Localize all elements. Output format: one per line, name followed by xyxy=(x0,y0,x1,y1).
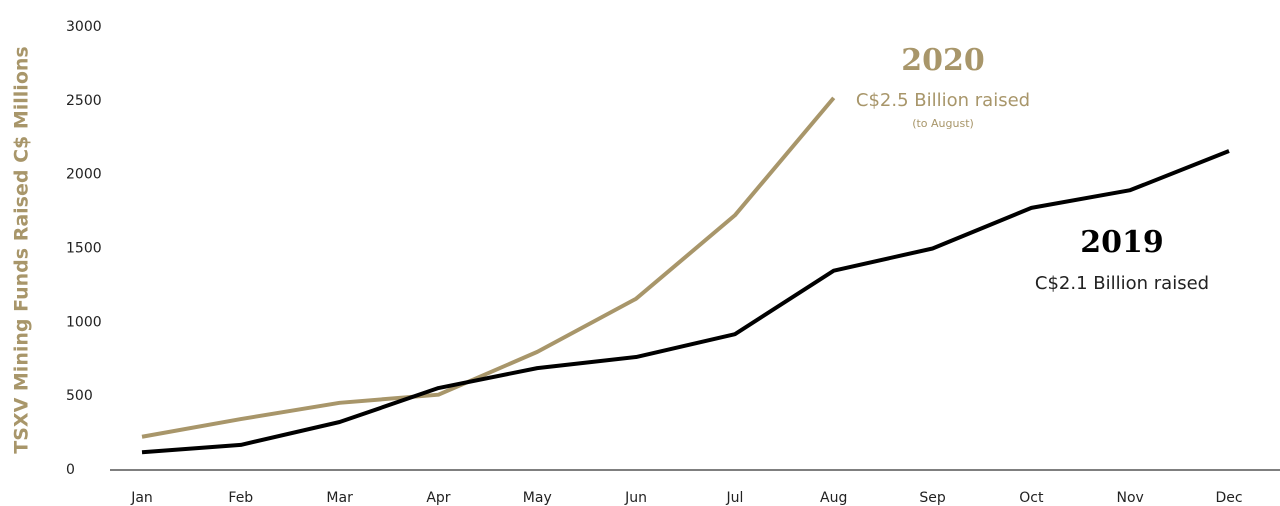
x-tick-label: Oct xyxy=(1019,490,1044,506)
x-tick-label: Jan xyxy=(130,490,153,506)
y-tick-label: 0 xyxy=(66,462,75,478)
series-line xyxy=(141,96,836,439)
series-label: 2019 xyxy=(1080,225,1164,260)
y-tick-label: 2000 xyxy=(66,167,102,183)
y-tick-label: 1000 xyxy=(66,314,102,330)
x-tick-label: Nov xyxy=(1117,490,1144,506)
x-tick-label: Dec xyxy=(1215,490,1242,506)
y-tick-label: 500 xyxy=(66,388,93,404)
annotation: C$2.5 Billion raised xyxy=(856,90,1030,111)
x-tick-label: Aug xyxy=(820,490,847,506)
y-tick-label: 1500 xyxy=(66,241,102,257)
y-tick-label: 2500 xyxy=(66,93,102,109)
series-line xyxy=(141,149,1230,455)
series-label: 2020 xyxy=(901,43,985,78)
annotation: (to August) xyxy=(912,117,974,130)
x-tick-label: Feb xyxy=(228,490,253,506)
x-tick-label: Mar xyxy=(326,490,353,506)
x-tick-label: Jul xyxy=(725,490,743,506)
x-tick-label: Apr xyxy=(426,490,450,506)
y-axis-label: TSXV Mining Funds Raised C$ Millions xyxy=(11,46,33,453)
x-tick-label: Jun xyxy=(624,490,647,506)
x-tick-label: May xyxy=(523,490,552,506)
y-tick-label: 3000 xyxy=(66,19,102,35)
x-tick-label: Sep xyxy=(919,490,946,506)
annotation: C$2.1 Billion raised xyxy=(1035,273,1209,294)
